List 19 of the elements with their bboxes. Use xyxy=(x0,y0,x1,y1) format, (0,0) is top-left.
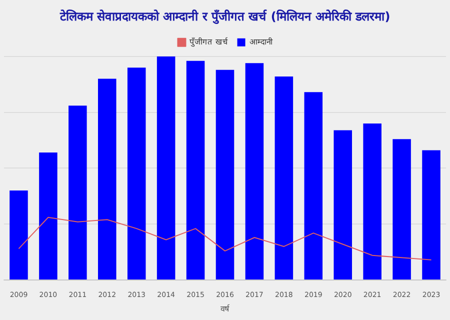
bar xyxy=(186,60,205,280)
bar xyxy=(127,68,146,280)
bar xyxy=(216,70,234,280)
bar xyxy=(274,76,294,280)
bar xyxy=(245,63,264,280)
x-axis-title: वर्ष xyxy=(220,303,230,314)
bar xyxy=(156,56,176,280)
bar xyxy=(363,123,382,280)
bar xyxy=(39,152,58,280)
bar xyxy=(68,106,87,280)
chart-title: टेलिकम सेवाप्रदायकको आम्दानी र पुँजीगत खर्च (मिलियन अमेरिकी डलरमा) xyxy=(58,9,390,24)
bar xyxy=(334,130,352,280)
bar xyxy=(304,92,323,280)
bar xyxy=(10,190,28,280)
bar xyxy=(422,150,440,280)
legend-label: आम्दानी xyxy=(249,36,274,46)
bar xyxy=(98,78,116,280)
bar xyxy=(392,139,411,280)
legend-label: पुँजीगत खर्च xyxy=(190,36,228,48)
